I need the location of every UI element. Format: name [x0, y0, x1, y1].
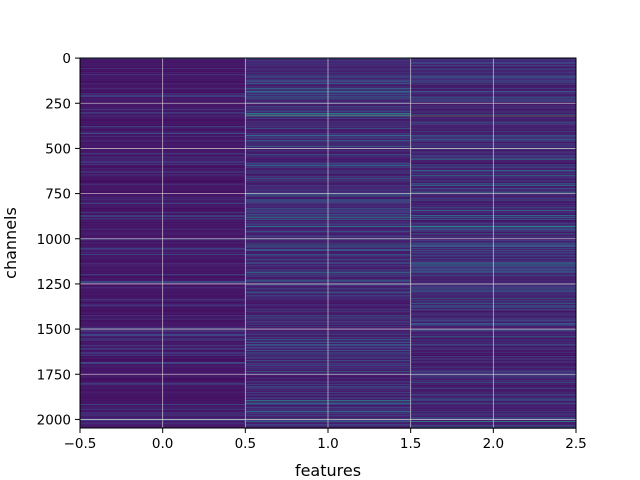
x-tick-label: 2.0 — [483, 436, 504, 452]
y-tick-label: 1500 — [37, 322, 71, 338]
x-tick-label: 0.0 — [152, 436, 173, 452]
x-tick-label: 1.0 — [317, 436, 338, 452]
y-axis: 0 250 500 750 1000 1250 1500 1750 2000 — [37, 51, 80, 428]
y-axis-label: channels — [1, 207, 20, 279]
y-tick-label: 2000 — [37, 412, 71, 428]
y-tick-label: 500 — [45, 141, 71, 157]
x-axis: −0.5 0.0 0.5 1.0 1.5 2.0 2.5 — [64, 428, 587, 452]
y-tick-label: 250 — [45, 96, 71, 112]
y-tick-label: 0 — [62, 51, 71, 67]
y-tick-label: 750 — [45, 187, 71, 203]
grid-lines — [79, 57, 577, 428]
x-tick-label: 1.5 — [400, 436, 421, 452]
x-axis-label: features — [295, 461, 361, 480]
x-tick-label: 2.5 — [565, 436, 586, 452]
y-tick-label: 1000 — [37, 232, 71, 248]
x-tick-label: −0.5 — [64, 436, 97, 452]
x-tick-label: 0.5 — [235, 436, 256, 452]
plot-area — [79, 57, 577, 429]
y-tick-label: 1250 — [37, 277, 71, 293]
y-tick-label: 1750 — [37, 367, 71, 383]
